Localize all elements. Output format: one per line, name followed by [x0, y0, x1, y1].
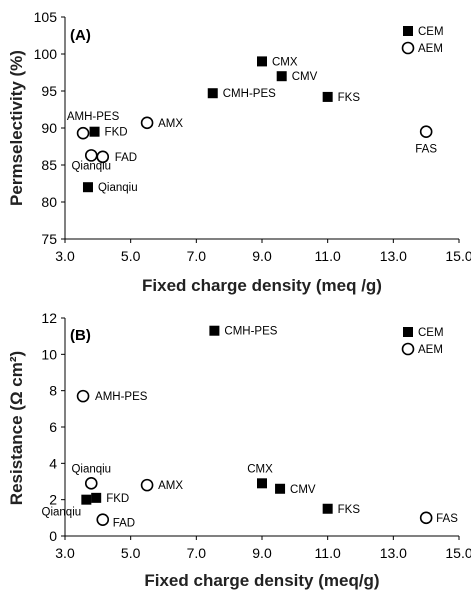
- panel-a-point-cem-fks: [322, 91, 333, 102]
- panel-a-y-tick-label: 105: [34, 9, 58, 25]
- panel-a-label: (A): [70, 27, 91, 44]
- panel-b-point-cem-fks: [322, 503, 333, 514]
- panel-a-legend-label-aem: AEM: [418, 43, 443, 55]
- panel-b-y-tick-label: 0: [49, 528, 57, 544]
- panel-b-y-tick-label: 8: [49, 383, 57, 399]
- panel-a-point-label-amx: AMX: [158, 118, 183, 130]
- panel-a-point-cem-cmh-pes: [207, 88, 218, 99]
- panel-b-x-tick-label: 9.0: [252, 545, 272, 561]
- panel-b-point-cem-qianqiu: [81, 494, 92, 505]
- panel-b-label: (B): [70, 327, 91, 344]
- panel-b-point-label-amh-pes: AMH-PES: [95, 391, 148, 403]
- panel-a-point-label-cmx: CMX: [272, 56, 298, 68]
- panel-b-legend-marker-cem: [403, 327, 413, 337]
- panel-b-point-aem-fad: [96, 513, 110, 526]
- panel-a-y-tick-label: 90: [41, 120, 57, 136]
- panel-b-y-tick-label: 12: [41, 310, 57, 326]
- panel-b-point-label-cmh-pes: CMH-PES: [224, 326, 277, 338]
- panel-b-point-label-fks: FKS: [338, 504, 361, 516]
- chart-panel-b: (B) Fixed charge density (meq/g) Resista…: [7, 310, 471, 590]
- panel-b-point-aem-qianqiu: [84, 477, 98, 490]
- panel-a-y-tick-label: 75: [41, 231, 57, 247]
- panel-a-x-tick-label: 15.0: [445, 248, 471, 264]
- panel-a-legend-marker-cem: [403, 26, 413, 36]
- panel-b-x-tick-label: 11.0: [315, 545, 341, 561]
- panel-a-point-cem-cmv: [276, 71, 287, 82]
- panel-b-point-cem-cmh-pes: [209, 325, 220, 336]
- panel-b-point-label-fad: FAD: [113, 518, 135, 530]
- panel-a-point-label-fkd: FKD: [105, 127, 128, 139]
- panel-a-point-label-fad: FAD: [115, 152, 137, 164]
- panel-a-legend-label-cem: CEM: [418, 26, 444, 38]
- panel-b-x-tick-label: 15.0: [445, 545, 471, 561]
- panel-b-point-aem-fas: [419, 511, 433, 525]
- panel-b-point-aem-amx: [140, 478, 154, 492]
- panel-b-point-cem-cmv: [275, 483, 286, 494]
- chart-panel-a: (A) Fixed charge density (meq /g) Permse…: [7, 9, 471, 295]
- panel-a-point-cem-fkd: [89, 126, 100, 137]
- panel-b-point-cem-fkd: [91, 492, 102, 503]
- panel-b-point-cem-cmx: [257, 478, 267, 489]
- panel-b-point-label-qianqiu: Qianqiu: [42, 507, 82, 519]
- panel-a-x-tick-label: 5.0: [121, 248, 141, 264]
- panel-b-point-aem-amh-pes: [76, 389, 90, 403]
- panel-a-point-cem-cmx: [257, 56, 267, 67]
- panel-a-point-aem-amh-pes: [76, 126, 90, 140]
- panel-b-y-tick-label: 10: [41, 346, 57, 362]
- panel-a-point-aem-amx: [140, 116, 154, 130]
- panel-a-point-label-cmv: CMV: [292, 71, 318, 83]
- panel-a-x-tick-label: 11.0: [315, 248, 341, 264]
- panel-a-point-label-cmh-pes: CMH-PES: [223, 88, 276, 100]
- panel-a-y-tick-label: 100: [34, 46, 58, 62]
- panel-b-x-tick-label: 13.0: [380, 545, 407, 561]
- panel-a-legend-marker-aem: [401, 41, 415, 55]
- panel-b-point-label-cmv: CMV: [290, 484, 316, 496]
- panel-a-point-label-amh-pes: AMH-PES: [67, 111, 120, 123]
- panel-a-point-label-qianqiu: Qianqiu: [71, 160, 111, 172]
- panel-b-point-label-cmx: CMX: [247, 463, 273, 475]
- panel-b-point-label-amx: AMX: [158, 480, 183, 492]
- panel-b-point-label-fas: FAS: [436, 513, 458, 525]
- panel-a-point-label-fks: FKS: [338, 92, 361, 104]
- panel-a-point-label-fas: FAS: [415, 144, 437, 156]
- panel-a-y-tick-label: 95: [41, 83, 57, 99]
- panel-b-y-tick-label: 6: [49, 419, 57, 435]
- panel-a-x-tick-label: 9.0: [252, 248, 272, 264]
- panel-b-x-tick-label: 3.0: [55, 545, 75, 561]
- panel-b-x-axis-title: Fixed charge density (meq/g): [144, 571, 379, 590]
- panel-b-x-tick-label: 7.0: [187, 545, 207, 561]
- panel-a-x-tick-label: 13.0: [380, 248, 407, 264]
- panel-a-x-tick-label: 7.0: [187, 248, 207, 264]
- panel-a-y-tick-label: 80: [41, 194, 57, 210]
- panel-b-y-tick-label: 4: [49, 455, 57, 471]
- panel-a-y-tick-label: 85: [41, 157, 57, 173]
- panel-a-point-cem-qianqiu: [82, 182, 93, 193]
- panel-a-point-aem-fas: [419, 125, 433, 138]
- panel-b-point-label-qianqiu: Qianqiu: [71, 463, 111, 475]
- panel-b-y-axis-title: Resistance (Ω cm²): [7, 351, 26, 505]
- panel-a-point-aem-fad: [96, 150, 110, 164]
- panel-a-y-axis-title: Permselectivity (%): [7, 50, 26, 206]
- panel-a-point-label-qianqiu: Qianqiu: [98, 182, 138, 194]
- panel-a-x-axis-title: Fixed charge density (meq /g): [142, 276, 382, 295]
- panel-b-legend-label-cem: CEM: [418, 327, 444, 339]
- panel-a-x-tick-label: 3.0: [55, 248, 75, 264]
- panel-b-legend-label-aem: AEM: [418, 344, 443, 356]
- panel-b-x-tick-label: 5.0: [121, 545, 141, 561]
- panel-b-legend-marker-aem: [401, 342, 415, 356]
- panel-b-point-label-fkd: FKD: [106, 493, 129, 505]
- panel-b-y-tick-label: 2: [49, 492, 57, 508]
- panel-a-point-aem-qianqiu: [84, 149, 98, 162]
